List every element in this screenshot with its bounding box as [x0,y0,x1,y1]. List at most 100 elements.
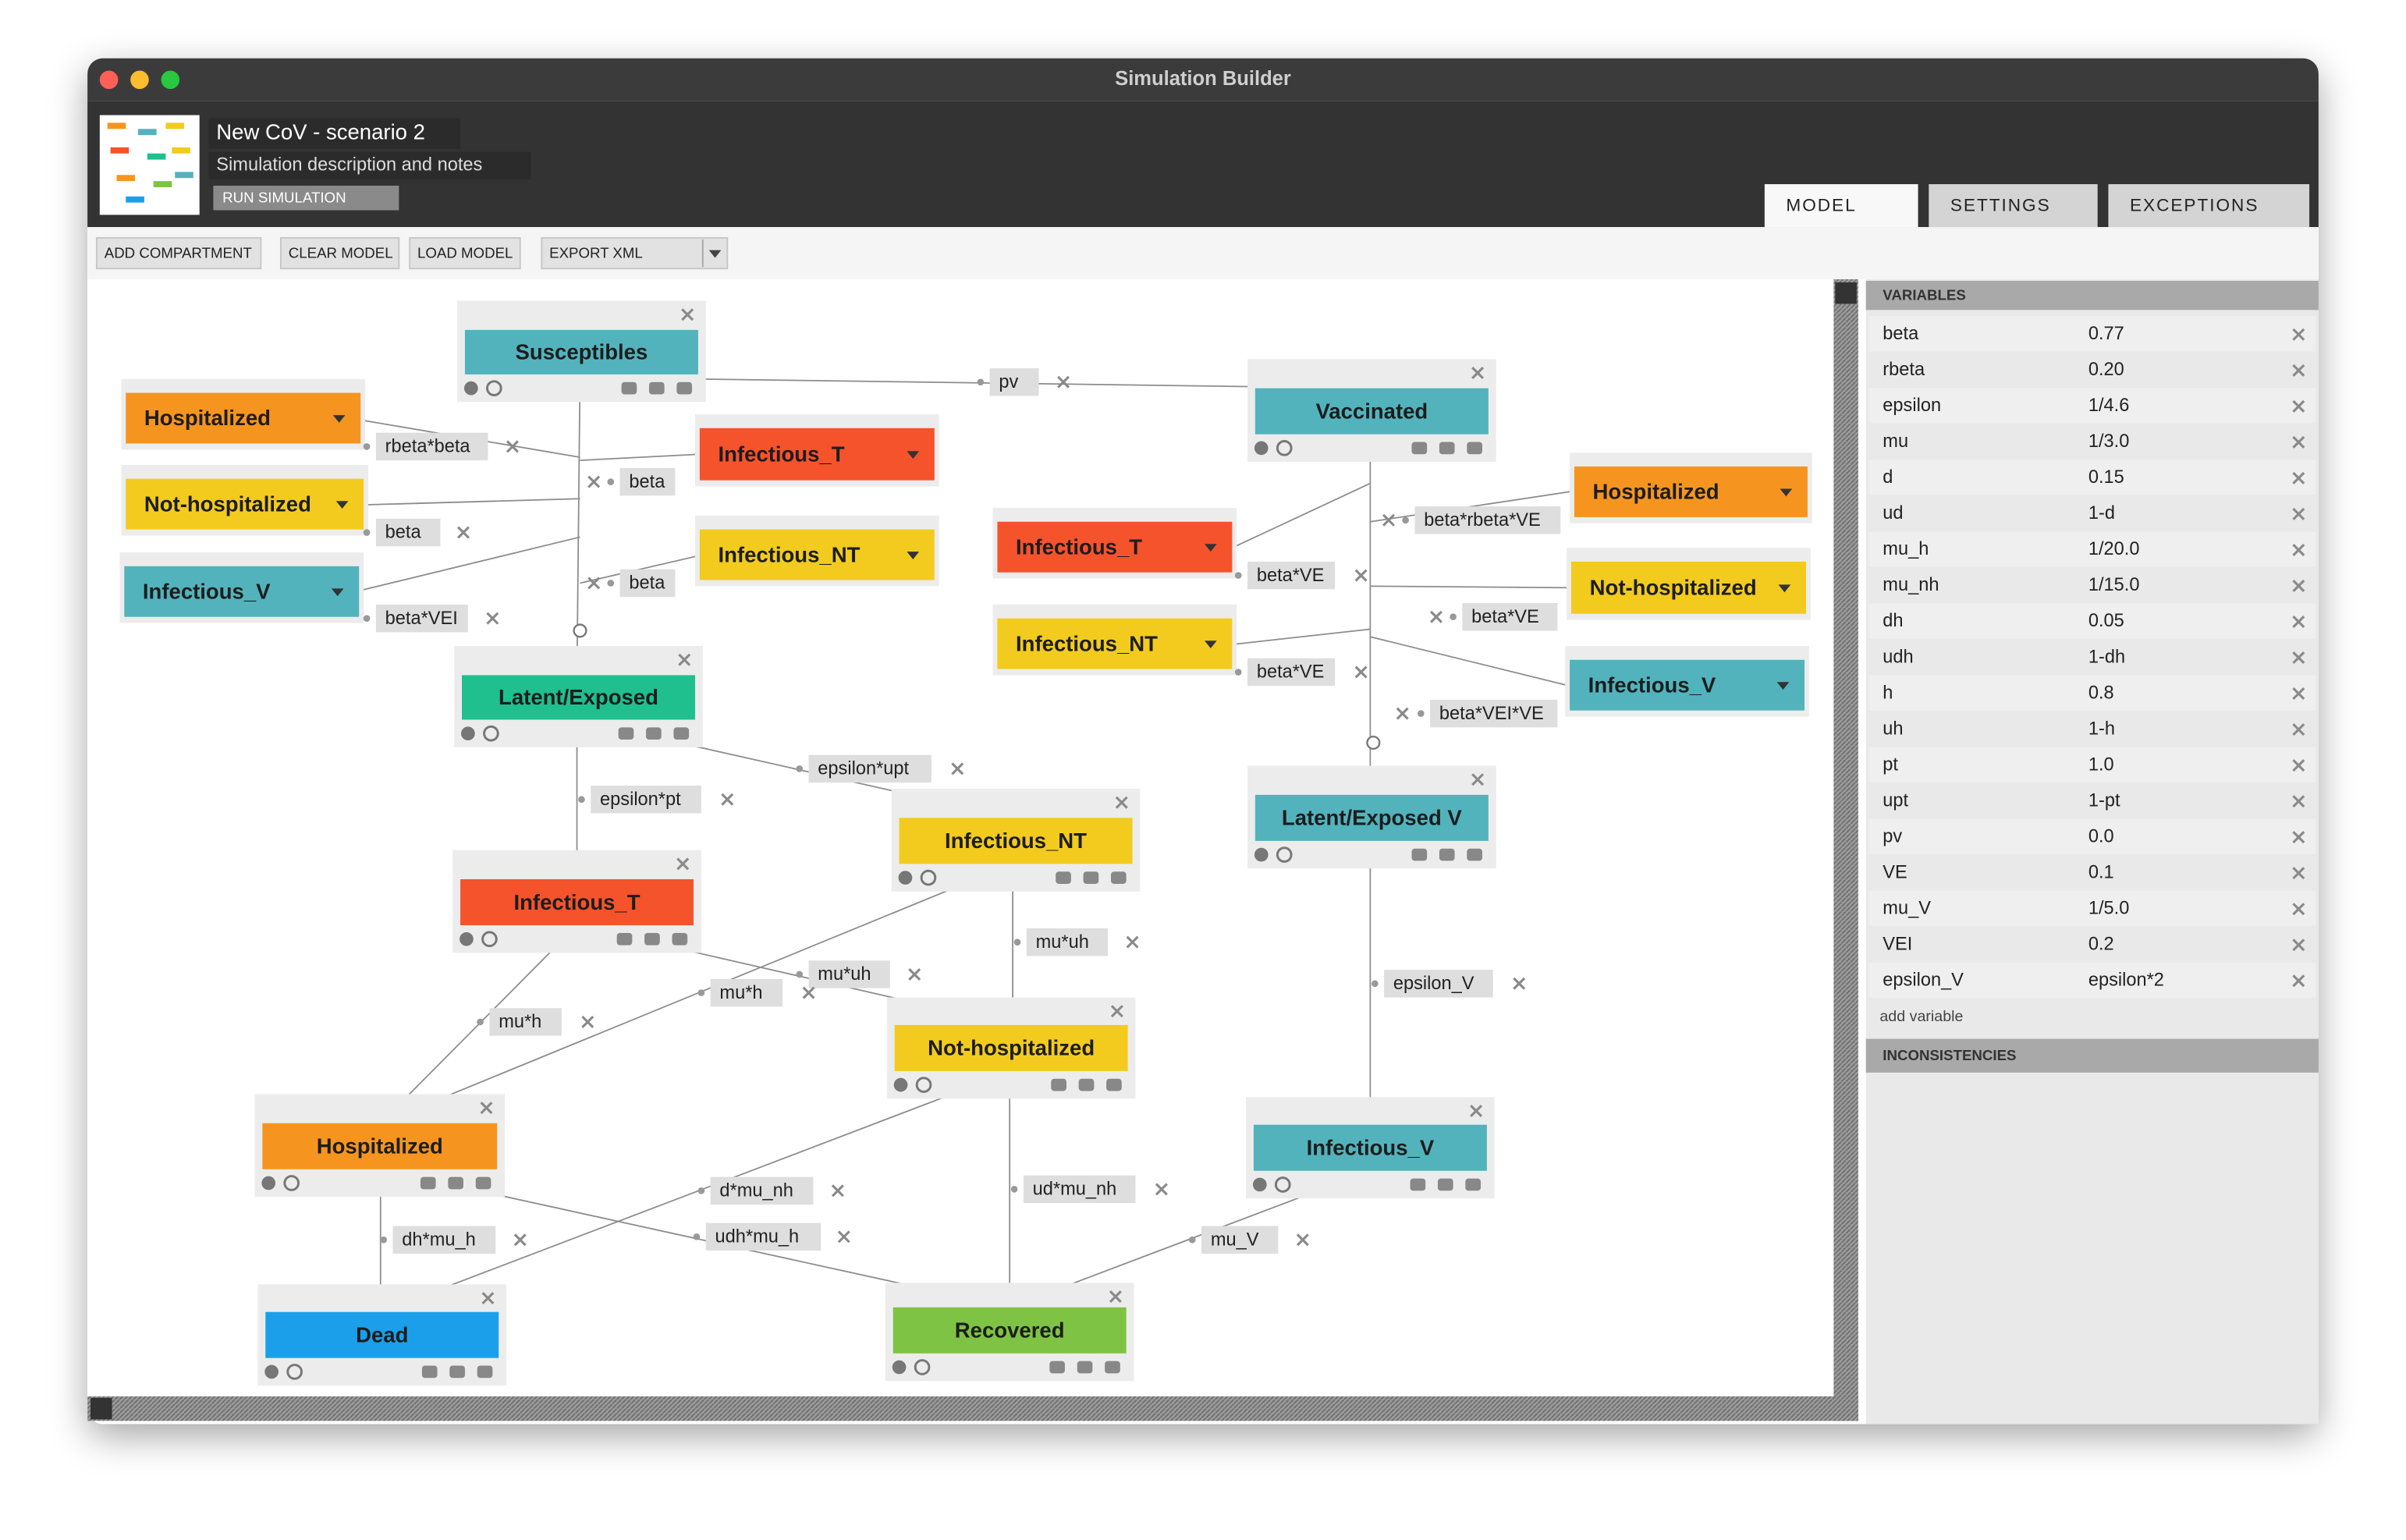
close-icon[interactable] [456,526,470,539]
close-icon[interactable] [2292,939,2305,952]
close-icon[interactable] [802,986,815,999]
add-icon[interactable] [485,380,502,396]
info-icon[interactable] [264,1364,279,1379]
close-icon[interactable] [1354,665,1368,679]
close-icon[interactable] [676,857,690,871]
close-icon[interactable] [1429,610,1443,623]
transition-label-box[interactable] [1384,970,1493,998]
close-icon[interactable] [1471,366,1485,379]
close-icon[interactable] [2292,651,2305,665]
toolbar-button[interactable] [279,236,400,270]
transition-label-box[interactable] [1247,658,1336,687]
close-icon[interactable] [837,1230,850,1244]
dropdown-arrow[interactable] [1204,640,1217,649]
close-icon[interactable] [1471,773,1485,786]
dropdown-arrow[interactable] [335,501,349,509]
reference-node[interactable] [126,392,361,444]
close-icon[interactable] [2292,831,2305,844]
compartment[interactable] [464,329,698,374]
close-icon[interactable] [2292,579,2305,592]
reference-node[interactable] [1574,466,1808,517]
dropdown-arrow[interactable] [708,250,722,258]
toolbar-button[interactable] [541,236,729,270]
reference-node[interactable] [699,428,935,481]
compartment[interactable] [1253,1124,1487,1171]
close-icon[interactable] [1354,569,1368,582]
transition-label-box[interactable] [1430,699,1558,728]
close-icon[interactable] [2292,795,2305,808]
transition-label-box[interactable] [392,1226,496,1254]
compartment[interactable] [894,1024,1128,1071]
close-icon[interactable] [2292,616,2305,629]
toolbar-button[interactable] [409,236,521,270]
add-icon[interactable] [1276,846,1293,863]
transition-label-box[interactable] [1414,506,1561,534]
compartment[interactable] [462,675,695,720]
transition-label-box[interactable] [375,432,488,461]
dropdown-arrow[interactable] [1204,544,1217,552]
reference-node[interactable] [126,478,364,530]
close-icon[interactable] [2292,759,2305,772]
toolbar-button[interactable] [95,236,262,270]
dropdown-arrow[interactable] [1780,488,1793,497]
close-icon[interactable] [2292,543,2305,556]
close-icon[interactable] [678,653,691,666]
transition-label-box[interactable] [591,786,701,814]
close-icon[interactable] [2292,903,2305,916]
add-icon[interactable] [1274,1176,1291,1193]
add-icon[interactable] [920,869,937,886]
close-icon[interactable] [908,967,921,981]
transition-label-box[interactable] [808,960,890,988]
info-icon[interactable] [892,1360,907,1375]
transition-label-box[interactable] [489,1008,562,1036]
reference-node[interactable] [997,521,1233,573]
add-icon[interactable] [286,1364,303,1380]
close-icon[interactable] [681,308,694,321]
add-icon[interactable] [915,1077,932,1093]
close-icon[interactable] [1382,513,1395,527]
compartment[interactable] [1254,388,1489,435]
tab[interactable] [1929,184,2098,228]
tab[interactable] [2108,184,2310,228]
close-icon[interactable] [480,1102,493,1115]
compartment[interactable] [1254,794,1489,841]
transition-label-box[interactable] [1462,603,1558,631]
close-icon[interactable] [513,1233,527,1247]
info-icon[interactable] [463,381,478,396]
transition-label-box[interactable] [375,518,441,547]
transition-label-box[interactable] [808,754,932,783]
close-icon[interactable] [481,1291,495,1304]
info-icon[interactable] [460,931,474,946]
transition-label-box[interactable] [619,467,676,496]
window-control[interactable] [130,70,149,90]
close-icon[interactable] [2292,328,2305,341]
close-icon[interactable] [1155,1183,1168,1196]
dropdown-arrow[interactable] [1776,682,1790,690]
dropdown-arrow[interactable] [907,451,920,460]
transition-label-box[interactable] [619,569,676,598]
dropdown-arrow[interactable] [907,552,920,559]
close-icon[interactable] [2292,364,2305,377]
close-icon[interactable] [2292,435,2305,449]
close-icon[interactable] [1109,1290,1122,1304]
add-icon[interactable] [1276,440,1293,456]
info-icon[interactable] [898,871,913,885]
transition-label-box[interactable] [705,1222,822,1251]
close-icon[interactable] [2292,974,2305,988]
transition-label-box[interactable] [710,978,783,1007]
close-icon[interactable] [1513,977,1526,990]
close-icon[interactable] [1057,375,1070,389]
transition-label-box[interactable] [1201,1226,1279,1254]
reference-node[interactable] [124,566,360,617]
compartment[interactable] [262,1123,498,1169]
transition-label-box[interactable] [375,604,468,633]
info-icon[interactable] [893,1077,908,1092]
close-icon[interactable] [587,475,601,488]
close-icon[interactable] [1296,1233,1309,1247]
reference-node[interactable] [997,618,1233,669]
info-icon[interactable] [1252,1177,1267,1192]
close-icon[interactable] [1110,1005,1123,1018]
compartment[interactable] [265,1311,499,1358]
close-icon[interactable] [1115,796,1128,809]
close-icon[interactable] [2292,399,2305,413]
